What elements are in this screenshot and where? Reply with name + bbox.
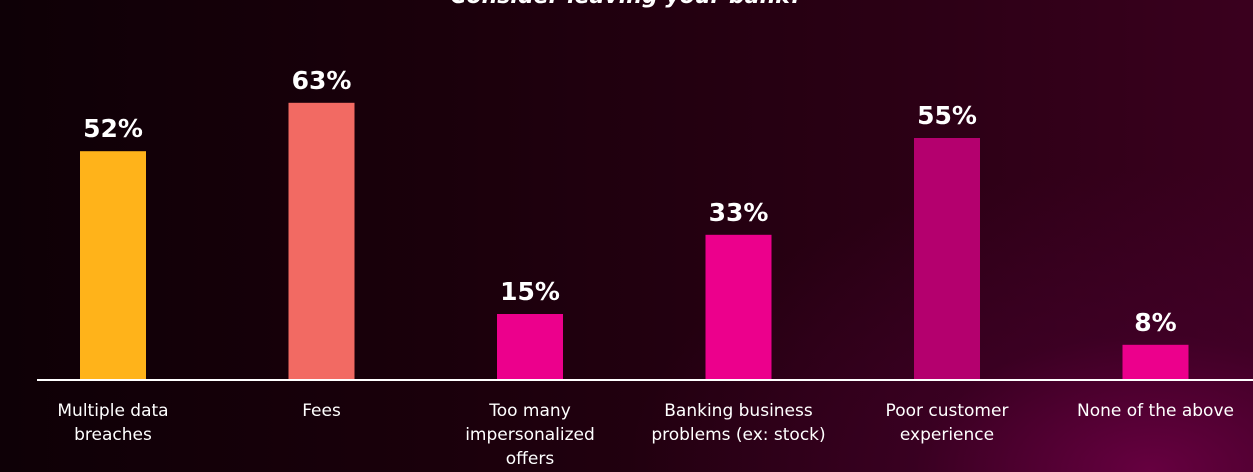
value-label-4: 33% bbox=[709, 198, 769, 227]
value-label-5: 55% bbox=[917, 101, 977, 130]
bar-2 bbox=[288, 102, 355, 381]
value-label-2: 63% bbox=[292, 66, 352, 95]
bar-6 bbox=[1122, 344, 1189, 380]
labels-group: 52% Multiple data breaches 63% Fees 15% Too ma… bbox=[57, 66, 1234, 469]
bars-group bbox=[80, 102, 1189, 381]
bar-5 bbox=[914, 138, 980, 380]
category-label-3: Too many impersonalized offers bbox=[465, 401, 595, 469]
category-label-2: Fees bbox=[302, 401, 341, 421]
category-label-6: None of the above bbox=[1077, 401, 1234, 421]
bar-1 bbox=[80, 151, 146, 380]
value-label-6: 8% bbox=[1134, 308, 1176, 337]
bar-3 bbox=[497, 314, 563, 380]
bar-4 bbox=[705, 234, 772, 380]
category-label-1: Multiple data breaches bbox=[57, 401, 168, 445]
value-label-1: 52% bbox=[83, 114, 143, 143]
category-label-5: Poor customer experience bbox=[886, 401, 1009, 445]
category-label-4: Banking business problems (ex: stock) bbox=[651, 401, 825, 445]
value-label-3: 15% bbox=[500, 277, 560, 306]
chart-title: Consider leaving your bank? bbox=[0, 0, 1253, 9]
